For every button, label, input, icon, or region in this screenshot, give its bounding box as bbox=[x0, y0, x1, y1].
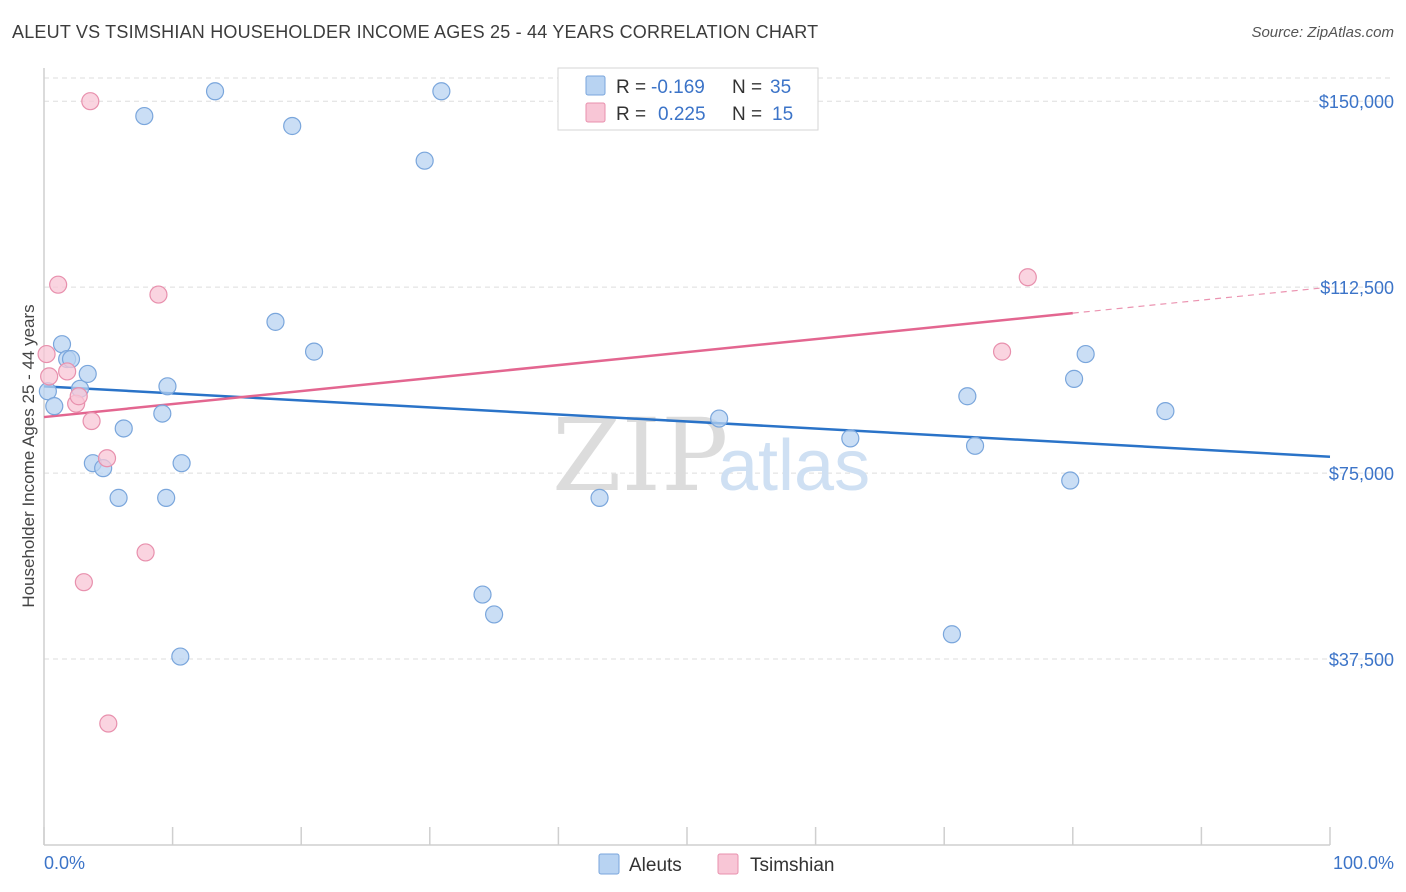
trendline-tsimshian-extension bbox=[1072, 286, 1331, 314]
chart-title: ALEUT VS TSIMSHIAN HOUSEHOLDER INCOME AG… bbox=[12, 22, 819, 42]
bottom-legend-label-tsimshian: Tsimshian bbox=[750, 855, 834, 876]
point-aleuts-24 bbox=[485, 605, 504, 624]
legend-r-value-tsimshian: 0.225 bbox=[658, 104, 706, 125]
trendline-tsimshian bbox=[43, 311, 1073, 419]
bottom-legend-swatch-aleuts bbox=[598, 853, 620, 875]
point-tsimshian-11 bbox=[136, 543, 155, 562]
legend-swatch-aleuts bbox=[585, 75, 606, 96]
point-aleuts-25 bbox=[590, 488, 609, 507]
point-aleuts-15 bbox=[171, 647, 190, 666]
legend-r-value-aleuts: -0.169 bbox=[651, 77, 705, 98]
legend-n-value-tsimshian: 15 bbox=[772, 104, 793, 125]
point-aleuts-6 bbox=[78, 364, 97, 384]
point-aleuts-34 bbox=[1156, 402, 1175, 421]
point-aleuts-28 bbox=[942, 625, 962, 644]
trend-layer bbox=[43, 286, 1331, 458]
source-label: Source: ZipAtlas.com bbox=[1251, 24, 1394, 41]
point-aleuts-27 bbox=[841, 429, 860, 448]
point-aleuts-11 bbox=[135, 106, 154, 126]
legend-r-label-aleuts: R = bbox=[616, 77, 646, 98]
point-aleuts-14 bbox=[158, 377, 177, 396]
point-aleuts-29 bbox=[958, 387, 977, 406]
point-aleuts-21 bbox=[415, 151, 434, 170]
point-aleuts-19 bbox=[283, 116, 302, 136]
y-tick-label-1: $75,000 bbox=[1329, 464, 1394, 484]
point-aleuts-17 bbox=[205, 82, 225, 101]
point-tsimshian-6 bbox=[74, 573, 93, 592]
point-aleuts-22 bbox=[432, 82, 451, 101]
legend-n-label-aleuts: N = bbox=[732, 77, 762, 98]
grid-layer bbox=[44, 77, 1394, 660]
x-tick-label-max: 100.0% bbox=[1333, 853, 1394, 873]
point-aleuts-9 bbox=[109, 488, 128, 507]
y-tick-label-0: $37,500 bbox=[1329, 650, 1394, 670]
point-tsimshian-12 bbox=[149, 285, 168, 304]
x-tick-label-min: 0.0% bbox=[44, 853, 85, 873]
legend: R = -0.169 N = 35 R = 0.225 N = 15 bbox=[557, 67, 819, 131]
point-tsimshian-7 bbox=[81, 92, 100, 111]
y-axis-label: Householder Income Ages 25 - 44 years bbox=[19, 304, 38, 607]
bottom-legend-label-aleuts: Aleuts bbox=[629, 855, 682, 876]
point-tsimshian-3 bbox=[58, 362, 77, 381]
point-tsimshian-5 bbox=[69, 387, 88, 406]
point-aleuts-33 bbox=[1076, 344, 1095, 364]
y-tick-label-3: $150,000 bbox=[1319, 92, 1394, 112]
point-tsimshian-14 bbox=[1018, 268, 1037, 287]
point-aleuts-23 bbox=[473, 585, 492, 604]
point-aleuts-20 bbox=[304, 342, 324, 361]
y-tick-labels: $37,500 $75,000 $112,500 $150,000 bbox=[1319, 92, 1394, 670]
legend-swatch-tsimshian bbox=[585, 102, 606, 123]
point-tsimshian-9 bbox=[97, 449, 117, 468]
point-aleuts-31 bbox=[1061, 471, 1080, 490]
legend-n-value-aleuts: 35 bbox=[770, 77, 791, 98]
point-tsimshian-1 bbox=[40, 367, 59, 386]
bottom-legend: Aleuts Tsimshian bbox=[598, 853, 834, 876]
point-aleuts-32 bbox=[1064, 369, 1084, 388]
point-aleuts-1 bbox=[45, 397, 64, 416]
bottom-legend-swatch-tsimshian bbox=[717, 853, 739, 875]
legend-n-label-tsimshian: N = bbox=[732, 104, 762, 125]
point-tsimshian-2 bbox=[49, 275, 68, 294]
point-aleuts-13 bbox=[157, 488, 176, 507]
point-tsimshian-8 bbox=[82, 411, 101, 431]
point-tsimshian-13 bbox=[992, 342, 1012, 361]
legend-r-label-tsimshian: R = bbox=[616, 104, 646, 125]
point-aleuts-16 bbox=[172, 454, 191, 473]
points-layer bbox=[37, 82, 1175, 733]
axes-layer bbox=[43, 68, 1331, 846]
point-aleuts-30 bbox=[965, 436, 985, 455]
point-aleuts-18 bbox=[266, 312, 285, 331]
point-tsimshian-0 bbox=[37, 344, 56, 364]
point-tsimshian-10 bbox=[99, 714, 118, 733]
point-aleuts-10 bbox=[114, 419, 133, 438]
trendline-aleuts bbox=[43, 385, 1331, 458]
point-aleuts-26 bbox=[710, 409, 729, 428]
y-tick-label-2: $112,500 bbox=[1320, 278, 1394, 298]
point-aleuts-12 bbox=[153, 404, 172, 423]
